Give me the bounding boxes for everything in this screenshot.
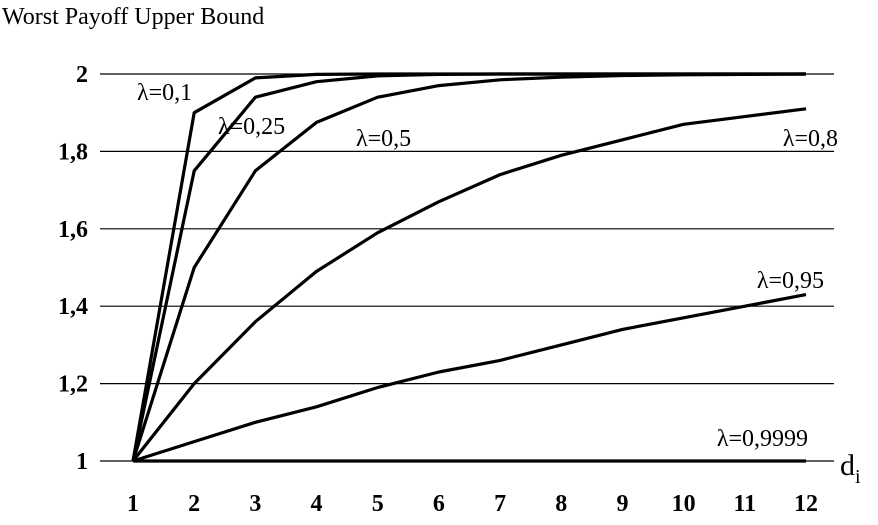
x-axis-title: di (840, 449, 861, 488)
x-tick-label: 8 (555, 491, 567, 517)
x-tick-label: 12 (794, 491, 818, 517)
x-tick-label: 2 (188, 491, 200, 517)
x-tick-label: 9 (616, 491, 628, 517)
x-tick-label: 6 (433, 491, 445, 517)
series-label: λ=0,5 (356, 126, 411, 152)
y-tick-label: 1,6 (58, 217, 88, 243)
x-tick-label: 5 (372, 491, 384, 517)
y-axis-title: Worst Payoff Upper Bound (2, 4, 264, 30)
series-label: λ=0,9999 (717, 426, 808, 452)
grid (100, 73, 834, 462)
x-axis-title-main: d (840, 449, 855, 482)
series-labels: λ=0,1 λ=0,25 λ=0,5 λ=0,8 λ=0,95 λ=0,9999 (137, 80, 838, 452)
x-tick-label: 7 (494, 491, 506, 517)
series-lines (131, 72, 807, 463)
x-tick-label: 10 (672, 491, 696, 517)
series-label: λ=0,1 (137, 80, 192, 106)
y-ticks: 1 1,2 1,4 1,6 1,8 2 (58, 62, 88, 475)
x-tick-label: 1 (127, 491, 139, 517)
series-line (132, 293, 807, 463)
series-label: λ=0,25 (218, 114, 285, 140)
y-tick-label: 2 (76, 62, 88, 88)
x-ticks: 1 2 3 4 5 6 7 8 9 10 11 12 (127, 491, 818, 517)
series-label: λ=0,8 (783, 126, 838, 152)
y-tick-label: 1,8 (58, 139, 88, 165)
y-tick-label: 1,4 (58, 294, 88, 320)
x-tick-label: 11 (733, 491, 756, 517)
x-tick-label: 3 (249, 491, 261, 517)
y-tick-label: 1,2 (58, 372, 88, 398)
x-axis-title-subscript: i (855, 466, 861, 488)
series-line (131, 107, 807, 462)
series-label: λ=0,95 (757, 268, 824, 294)
y-tick-label: 1 (76, 449, 88, 475)
series-line (131, 72, 807, 462)
x-tick-label: 4 (311, 491, 323, 517)
